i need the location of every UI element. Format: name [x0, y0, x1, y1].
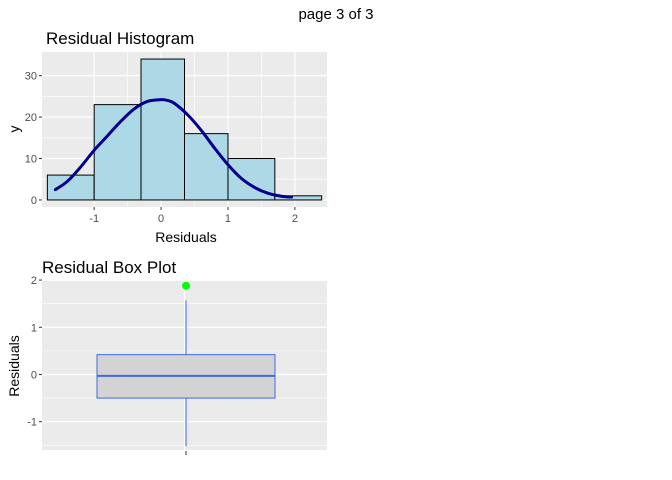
histogram-y-tick-label: 30 — [25, 71, 37, 83]
boxplot-tick-labels: -1 0 1 2 — [27, 275, 42, 429]
histogram-bar — [184, 133, 229, 201]
histogram-x-axis-label: Residuals — [155, 229, 216, 245]
boxplot-y-axis-label: Residuals — [6, 335, 22, 396]
page-label: page 3 of 3 — [298, 6, 373, 23]
boxplot-y-tick-label: 0 — [31, 369, 37, 381]
histogram-x-tick-label: 2 — [292, 213, 298, 225]
histogram-x-tick-label: 0 — [158, 213, 164, 225]
outlier-point — [182, 281, 190, 290]
histogram-bar — [140, 58, 185, 201]
boxplot-y-tick-label: -1 — [27, 417, 37, 429]
histogram-bars — [46, 58, 323, 201]
histogram-y-tick-label: 0 — [31, 195, 37, 207]
histogram-x-tick-label: -1 — [89, 213, 99, 225]
histogram-bar — [93, 104, 142, 201]
boxplot-title: Residual Box Plot — [42, 258, 176, 277]
histogram-bar — [274, 195, 323, 201]
boxplot-grid — [42, 279, 327, 450]
histogram-x-tick-label: 1 — [225, 213, 231, 225]
histogram-y-tick-label: 20 — [25, 112, 37, 124]
histogram-title: Residual Histogram — [46, 29, 194, 48]
density-curve — [53, 98, 294, 199]
boxplot-chart: Residual Box Plot -1 0 1 2 Residuals — [6, 258, 327, 455]
boxplot-y-tick-label: 1 — [31, 322, 37, 334]
histogram-y-tick-label: 10 — [25, 154, 37, 166]
histogram-y-axis-label: y — [6, 126, 22, 133]
boxplot-y-tick-label: 2 — [31, 275, 37, 287]
boxplot-marks — [96, 281, 276, 447]
